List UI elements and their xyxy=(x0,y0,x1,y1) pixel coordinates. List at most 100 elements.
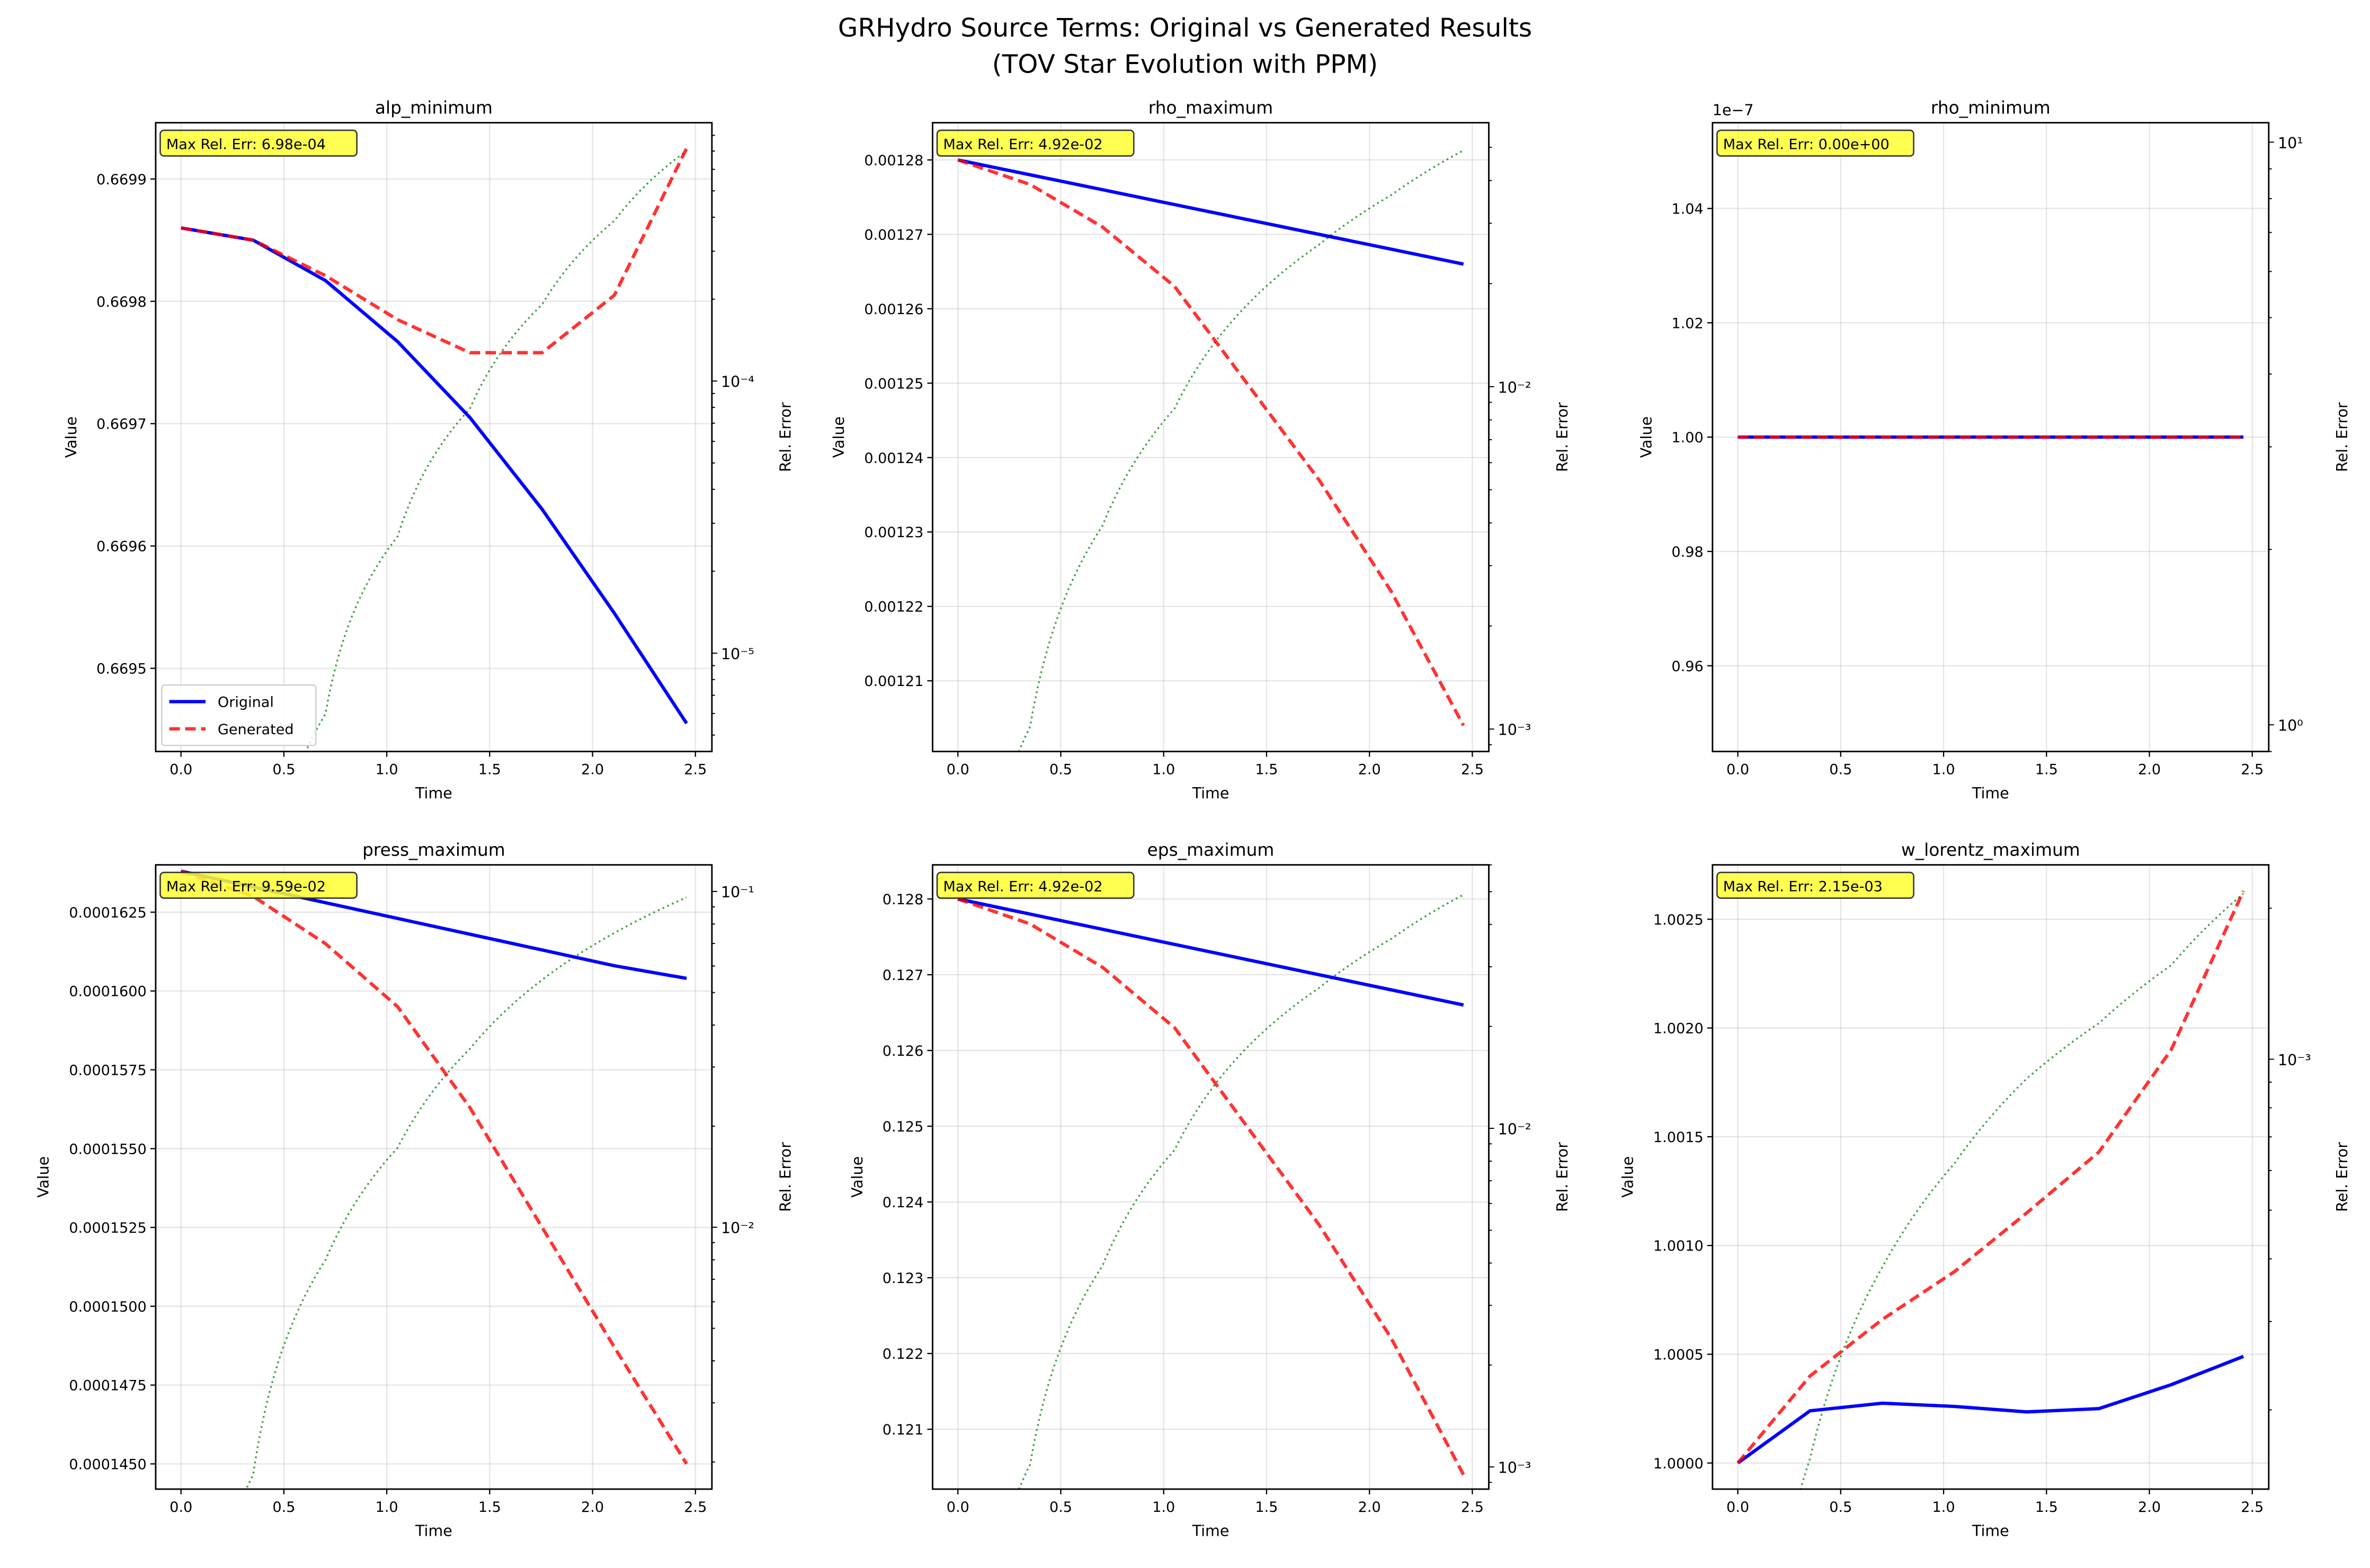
y-tick-label: 1.04 xyxy=(1671,201,1703,218)
max-rel-err-text: Max Rel. Err: 4.92e-02 xyxy=(943,879,1102,895)
generated-line xyxy=(181,147,688,354)
subplot-press_maximum: 0.0 0.5 1.0 1.5 2.0 2.5 Time 0.0001450 0.0001475… xyxy=(35,840,795,1540)
x-tick-label: 0.5 xyxy=(272,761,295,778)
y-tick-label: 0.6699 xyxy=(96,172,147,188)
y-axis-label: Value xyxy=(849,1156,866,1198)
y2-tick-label: 10¹ xyxy=(2278,135,2303,152)
x-tick-label: 0.0 xyxy=(170,761,192,778)
subplot-eps_maximum: 0.0 0.5 1.0 1.5 2.0 2.5 Time 0.121 0.122 0.123 0.1… xyxy=(849,840,1571,1540)
y-tick-label: 1.0025 xyxy=(1653,912,1704,928)
x-tick-label: 2.0 xyxy=(2138,761,2161,778)
axes-frame xyxy=(932,864,1490,1490)
x-tick-label: 1.5 xyxy=(1255,761,1278,778)
y-axis-label: Value xyxy=(1619,1156,1637,1198)
x-tick-label: 1.5 xyxy=(1255,1499,1278,1516)
y2-axis-label: Rel. Error xyxy=(1554,402,1571,472)
y-tick-label: 0.0001625 xyxy=(69,905,147,921)
y2-tick-label: 10⁻¹ xyxy=(721,884,754,901)
y-tick-label: 0.6698 xyxy=(96,294,147,310)
subplot-grid: 0.0 0.5 1.0 1.5 2.0 2.5 Time 0.6695 0.6696 0.6697… xyxy=(35,98,2351,1540)
y-tick-label: 0.00121 xyxy=(864,673,923,690)
x-axis-label: Time xyxy=(1192,1522,1229,1540)
x-tick-label: 0.5 xyxy=(272,1499,295,1516)
y-tick-label: 0.00124 xyxy=(864,450,923,467)
y2-axis-label: Rel. Error xyxy=(1554,1142,1571,1212)
x-axis-label: Time xyxy=(1972,785,2009,802)
y-tick-label: 0.00128 xyxy=(864,153,923,169)
x-tick-label: 1.0 xyxy=(1932,761,1955,778)
max-rel-err-box xyxy=(1716,871,1914,899)
max-rel-err-text: Max Rel. Err: 4.92e-02 xyxy=(943,137,1102,153)
y-tick-label: 0.128 xyxy=(883,892,924,908)
x-tick-label: 0.5 xyxy=(1829,1499,1852,1516)
y-tick-label: 0.122 xyxy=(883,1346,924,1362)
x-tick-label: 2.5 xyxy=(1461,761,1484,778)
legend-original-label: Original xyxy=(218,694,274,710)
x-tick-label: 2.0 xyxy=(1358,1499,1381,1516)
subplot-title: rho_minimum xyxy=(1931,98,2051,118)
x-tick-label: 2.5 xyxy=(2241,1499,2264,1516)
max-rel-err-text: Max Rel. Err: 6.98e-04 xyxy=(166,137,326,153)
subplot-title: rho_maximum xyxy=(1148,98,1273,118)
max-rel-err-box xyxy=(1716,129,1914,157)
axes-frame xyxy=(1712,864,2270,1490)
original-line xyxy=(957,158,1464,266)
x-tick-label: 0.0 xyxy=(947,1499,969,1516)
x-axis-label: Time xyxy=(1192,785,1229,802)
x-tick-label: 1.5 xyxy=(2035,1499,2058,1516)
subplot-title: press_maximum xyxy=(362,840,505,860)
y-tick-label: 0.123 xyxy=(883,1270,924,1287)
y-tick-label: 1.02 xyxy=(1671,315,1703,332)
y2-tick-label: 10⁻³ xyxy=(1498,721,1531,739)
x-axis-label: Time xyxy=(415,785,452,802)
y-tick-label: 0.00125 xyxy=(864,376,923,392)
y-tick-label: 0.6697 xyxy=(96,416,147,433)
y-axis-label: Value xyxy=(1638,416,1655,458)
x-tick-label: 2.5 xyxy=(684,761,707,778)
x-axis-label: Time xyxy=(415,1522,452,1540)
y-tick-label: 1.0015 xyxy=(1653,1129,1704,1146)
y-tick-label: 0.0001550 xyxy=(69,1141,147,1157)
y2-tick-label: 10⁰ xyxy=(2278,717,2303,735)
original-line xyxy=(957,897,1464,1007)
suptitle-line-1: GRHydro Source Terms: Original vs Genera… xyxy=(838,13,1532,43)
x-tick-label: 0.0 xyxy=(1726,1499,1749,1516)
axes-frame xyxy=(932,122,1490,753)
rel-error-line xyxy=(1018,149,1464,752)
x-tick-label: 2.5 xyxy=(684,1499,707,1516)
subplot-rho_maximum: 0.0 0.5 1.0 1.5 2.0 2.5 Time 0.00121 0.00122 0.00… xyxy=(830,98,1571,803)
y-tick-label: 0.00122 xyxy=(864,599,923,616)
y-tick-label: 0.0001600 xyxy=(69,984,147,1000)
generated-line xyxy=(180,869,688,1465)
x-tick-label: 2.0 xyxy=(581,1499,604,1516)
y2-axis-label: Rel. Error xyxy=(2333,402,2351,472)
y-tick-label: 0.124 xyxy=(883,1195,924,1211)
original-line xyxy=(1736,1355,2244,1465)
x-tick-label: 0.5 xyxy=(1049,761,1072,778)
y-axis-label: Value xyxy=(35,1156,52,1198)
x-tick-label: 0.5 xyxy=(1049,1499,1072,1516)
x-tick-label: 0.5 xyxy=(1829,761,1852,778)
y2-tick-label: 10⁻⁵ xyxy=(721,645,754,663)
y-tick-label: 0.0001450 xyxy=(69,1456,147,1473)
max-rel-err-text: Max Rel. Err: 9.59e-02 xyxy=(166,879,326,895)
x-tick-label: 2.5 xyxy=(1461,1499,1484,1516)
subplot-title: eps_maximum xyxy=(1147,840,1275,860)
x-tick-label: 2.5 xyxy=(2241,761,2264,778)
x-tick-label: 0.0 xyxy=(1726,761,1749,778)
y-tick-label: 1.0020 xyxy=(1653,1021,1704,1037)
x-tick-label: 1.0 xyxy=(1932,1499,1955,1516)
y2-axis-label: Rel. Error xyxy=(777,1142,794,1212)
suptitle-line-2: (TOV Star Evolution with PPM) xyxy=(992,50,1378,79)
x-tick-label: 1.0 xyxy=(376,1499,398,1516)
max-rel-err-box xyxy=(936,129,1135,157)
max-rel-err-box xyxy=(159,129,358,157)
legend-generated-label: Generated xyxy=(218,721,294,738)
y2-tick-label: 10⁻² xyxy=(1498,379,1531,396)
y-tick-label: 1.00 xyxy=(1671,430,1703,446)
max-rel-err-text: Max Rel. Err: 0.00e+00 xyxy=(1723,137,1890,153)
x-tick-label: 2.0 xyxy=(2138,1499,2161,1516)
x-axis-label: Time xyxy=(1972,1522,2009,1540)
